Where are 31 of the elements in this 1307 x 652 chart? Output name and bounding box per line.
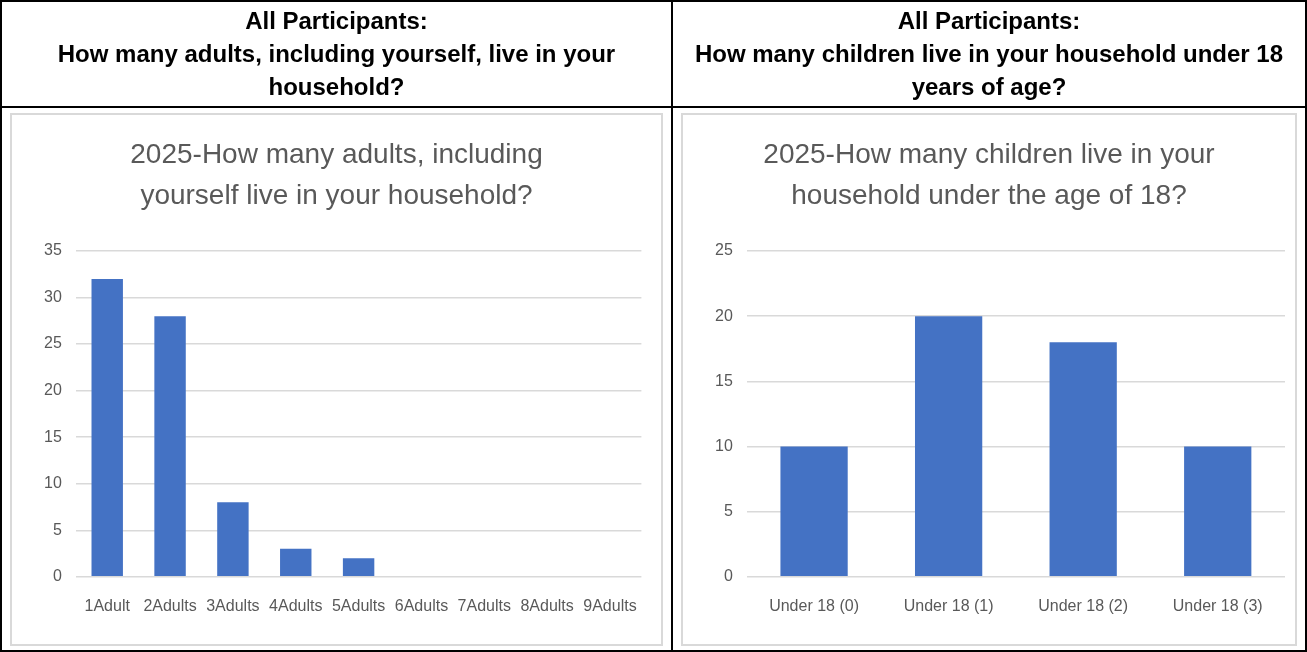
x-tick-label: 3Adults xyxy=(206,596,260,614)
y-tick-label: 0 xyxy=(723,567,733,585)
x-tick-label: 6Adults xyxy=(394,596,449,614)
x-tick-label: Under 18 (3) xyxy=(1172,596,1263,614)
y-tick-label: 5 xyxy=(723,502,733,520)
chart-title: All Participants: How many children live in your household under 18 years of age? xyxy=(673,2,1305,108)
x-tick-label: 7Adults xyxy=(457,596,511,614)
y-tick-label: 5 xyxy=(52,520,62,538)
y-tick-label: 25 xyxy=(715,241,733,259)
x-tick-label: 1Adult xyxy=(84,596,131,614)
x-tick-label: 5Adults xyxy=(331,596,386,614)
x-tick-label: Under 18 (0) xyxy=(769,596,859,614)
chart-subtitle: 2025-How many adults, including yourself live in your household? xyxy=(129,137,544,212)
x-tick-label: 9Adults xyxy=(583,596,637,614)
x-tick-label: 4Adults xyxy=(269,596,323,614)
y-tick-label: 15 xyxy=(44,427,62,445)
y-tick-label: 20 xyxy=(715,306,733,324)
chart-subtitle: 2025-How many children live in your household under the age of 18? xyxy=(762,137,1216,212)
y-tick-label: 20 xyxy=(44,381,62,399)
chart-title: All Participants: How many adults, including yourself, live in your household? xyxy=(2,2,671,108)
x-tick-label: Under 18 (2) xyxy=(1038,596,1129,614)
y-tick-label: 15 xyxy=(715,371,733,389)
y-tick-label: 10 xyxy=(44,474,62,492)
x-tick-label: 8Adults xyxy=(520,596,574,614)
y-tick-label: 25 xyxy=(44,334,62,352)
y-tick-label: 10 xyxy=(715,436,733,454)
y-tick-label: 35 xyxy=(44,241,62,259)
x-tick-label: 2Adults xyxy=(143,596,197,614)
y-tick-label: 0 xyxy=(52,567,62,585)
x-tick-label: Under 18 (1) xyxy=(903,596,994,614)
y-tick-label: 30 xyxy=(44,287,62,305)
